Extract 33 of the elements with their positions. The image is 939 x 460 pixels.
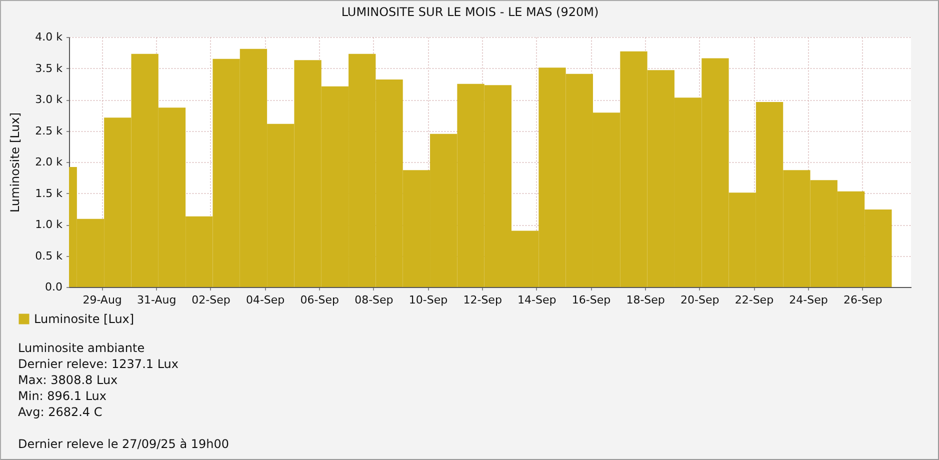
- x-tick-label: 20-Sep: [680, 294, 720, 306]
- x-tick-label: 12-Sep: [463, 294, 502, 306]
- text: Dernier releve: 1237.1 Lux: [18, 356, 180, 372]
- y-tick-label: 1.5 k: [35, 186, 64, 200]
- text: Avg: 2682.4 C: [18, 404, 104, 420]
- x-tick-label: 24-Sep: [789, 294, 828, 306]
- x-tick-label: 22-Sep: [734, 294, 774, 306]
- x-tick-label: 08-Sep: [354, 294, 394, 306]
- text: Dernier releve le 27/09/25 à 19h00: [18, 436, 230, 452]
- x-tick-label: 18-Sep: [626, 294, 665, 306]
- x-tick-label: 29-Aug: [82, 294, 122, 306]
- y-tick-label: 4.0 k: [35, 30, 64, 44]
- y-tick-label: 1.0 k: [35, 218, 64, 231]
- y-tick-label: 0.5 k: [35, 249, 64, 262]
- x-tick-label: 02-Sep: [192, 294, 230, 306]
- x-tick-label: 10-Sep: [408, 294, 448, 306]
- legend-label: Luminosite [Lux]: [34, 312, 134, 326]
- text: Max: 3808.8 Lux: [18, 372, 119, 388]
- y-tick-label: 0.0: [45, 280, 62, 294]
- y-tick-label: 2.0 k: [35, 156, 64, 168]
- y-tick-label: 2.5 k: [35, 124, 64, 138]
- x-tick-label: 06-Sep: [300, 294, 339, 306]
- chart-title: LUMINOSITE SUR LE MOIS - LE MAS (920M): [341, 5, 599, 19]
- y-tick-label: 3.0 k: [35, 93, 64, 106]
- text: Luminosite ambiante: [18, 340, 146, 356]
- x-tick-label: 31-Aug: [137, 294, 176, 306]
- x-tick-label: 26-Sep: [843, 294, 882, 306]
- x-tick-label: 16-Sep: [572, 294, 611, 306]
- text: Min: 896.1 Lux: [18, 388, 108, 404]
- x-tick-label: 04-Sep: [246, 294, 285, 306]
- x-tick-label: 14-Sep: [518, 294, 556, 306]
- y-tick-label: 3.5 k: [35, 62, 64, 75]
- y-axis-title: Luminosite [Lux]: [8, 112, 22, 213]
